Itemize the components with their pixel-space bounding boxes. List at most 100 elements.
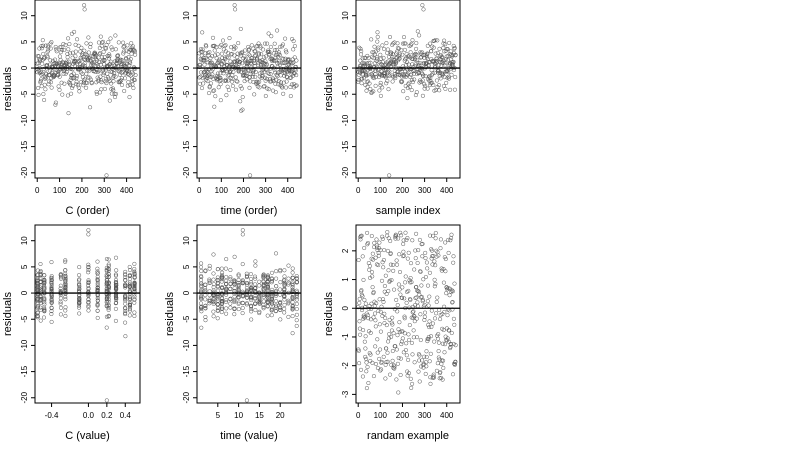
- residual-point: [411, 71, 416, 76]
- residual-point: [240, 294, 246, 299]
- residual-point: [410, 80, 415, 85]
- residual-point: [422, 83, 428, 88]
- residual-point: [278, 267, 283, 273]
- residual-point: [49, 275, 54, 280]
- residual-point: [65, 61, 70, 66]
- residual-point: [449, 235, 454, 241]
- residual-point: [374, 55, 379, 60]
- residual-point: [356, 257, 361, 263]
- residual-point: [253, 282, 258, 287]
- residual-point: [442, 75, 447, 80]
- residual-point: [405, 85, 410, 91]
- residual-point: [424, 364, 429, 369]
- residual-point: [197, 51, 202, 56]
- residual-point: [109, 91, 114, 96]
- residual-point: [132, 281, 137, 287]
- residual-point: [401, 238, 406, 243]
- residual-point: [292, 55, 297, 60]
- residual-point: [228, 267, 233, 273]
- residual-point: [105, 53, 110, 58]
- residual-point: [447, 40, 452, 45]
- residual-point: [209, 60, 214, 65]
- residual-point: [111, 88, 116, 93]
- residual-point: [404, 62, 409, 67]
- residual-point: [232, 297, 237, 302]
- residual-point: [102, 58, 107, 63]
- residual-point: [132, 290, 137, 295]
- residual-point: [249, 43, 254, 48]
- residual-point: [434, 58, 439, 63]
- residual-point: [369, 37, 374, 42]
- residual-point: [246, 68, 251, 73]
- residual-point: [205, 79, 210, 84]
- residual-point: [107, 54, 112, 59]
- residual-point: [40, 43, 46, 48]
- residual-point: [43, 71, 48, 76]
- residual-point: [63, 281, 68, 286]
- residual-point: [448, 49, 453, 54]
- residual-point: [259, 52, 264, 57]
- y-tick-label: 2: [341, 248, 350, 253]
- residual-point: [441, 327, 446, 333]
- residual-point: [422, 310, 428, 315]
- residual-point: [219, 291, 224, 296]
- residual-point: [59, 47, 64, 52]
- residual-point: [232, 306, 237, 311]
- residual-point: [277, 62, 283, 68]
- residual-point: [113, 74, 118, 79]
- residual-point: [424, 53, 429, 58]
- residual-point: [378, 52, 383, 57]
- residual-point: [420, 78, 425, 83]
- residual-point: [399, 80, 404, 85]
- residual-point: [373, 83, 378, 88]
- residual-point: [49, 305, 54, 310]
- residual-point: [224, 311, 229, 316]
- residual-point: [396, 236, 401, 241]
- residual-point: [114, 295, 119, 300]
- residual-point: [35, 276, 40, 281]
- residual-point: [43, 87, 48, 92]
- residual-point: [371, 315, 376, 320]
- residual-point: [207, 280, 212, 285]
- residual-point: [290, 314, 295, 319]
- residual-point: [419, 79, 424, 84]
- residual-point: [274, 284, 279, 289]
- residual-point: [215, 280, 220, 285]
- residual-point: [132, 313, 137, 319]
- residual-point: [38, 269, 43, 274]
- residual-point: [119, 82, 125, 88]
- residual-point: [253, 308, 258, 313]
- residual-point: [215, 298, 220, 303]
- residual-point: [357, 326, 362, 331]
- residual-point: [100, 59, 105, 64]
- residual-point: [220, 270, 225, 275]
- residual-point: [203, 297, 208, 302]
- residual-point: [121, 40, 126, 45]
- residual-point: [215, 291, 220, 297]
- residual-point: [58, 312, 63, 317]
- residual-point: [294, 293, 299, 298]
- residual-point: [257, 85, 262, 90]
- residual-point: [362, 245, 367, 251]
- residual-point: [253, 296, 258, 301]
- residual-point: [397, 320, 402, 325]
- residual-point: [278, 269, 283, 274]
- residual-point: [35, 294, 40, 299]
- residual-point: [113, 273, 119, 278]
- residual-point: [199, 287, 204, 292]
- residual-point: [37, 46, 42, 51]
- residual-point: [387, 332, 392, 337]
- residual-point: [290, 285, 295, 290]
- residual-point: [79, 45, 84, 50]
- residual-point: [93, 51, 98, 56]
- residual-point: [211, 89, 216, 94]
- residual-point: [257, 309, 262, 314]
- residual-point: [362, 68, 367, 73]
- residual-point: [38, 70, 43, 75]
- residual-point: [401, 249, 406, 254]
- residual-point: [450, 372, 456, 377]
- residual-point: [420, 297, 425, 302]
- residual-point: [205, 75, 210, 80]
- residual-point: [411, 69, 416, 74]
- residual-point: [57, 87, 62, 92]
